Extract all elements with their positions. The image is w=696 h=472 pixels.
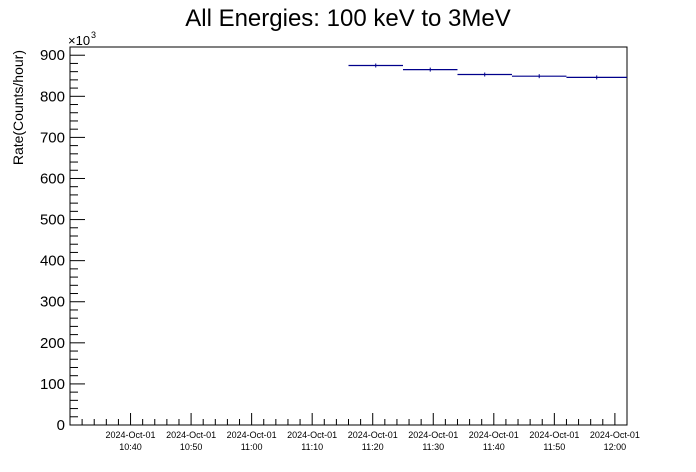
x-axis: 2024-Oct-01 10:40 2024-Oct-01 10:50 2024-Oct… <box>69 413 640 452</box>
y-axis: 0 100 200 300 400 500 600 700 800 900 <box>40 46 85 434</box>
x-tick-date-label: 2024-Oct-01 <box>348 430 398 440</box>
x-tick-time-label: 11:00 <box>241 442 263 452</box>
y-axis-multiplier: ×10 <box>68 33 90 48</box>
y-axis-label: Rate(Counts/hour) <box>10 50 26 165</box>
chart-title: All Energies: 100 keV to 3MeV <box>185 5 511 32</box>
x-tick-date-label: 2024-Oct-01 <box>227 430 277 440</box>
x-tick-time-label: 11:10 <box>301 442 323 452</box>
x-tick-date-label: 2024-Oct-01 <box>106 430 156 440</box>
x-tick-date-label: 2024-Oct-01 <box>529 430 579 440</box>
y-tick-label: 100 <box>40 376 65 393</box>
x-tick-date-label: 2024-Oct-01 <box>287 430 337 440</box>
y-tick-label: 900 <box>40 47 65 64</box>
y-tick-label: 500 <box>40 212 65 229</box>
x-tick-time-label: 12:00 <box>604 442 627 452</box>
y-tick-label: 0 <box>57 417 65 434</box>
y-tick-label: 700 <box>40 129 65 146</box>
x-tick-time-label: 11:50 <box>543 442 565 452</box>
x-tick-time-label: 11:40 <box>483 442 505 452</box>
x-tick-time-label: 11:20 <box>362 442 384 452</box>
y-tick-label: 800 <box>40 88 65 105</box>
x-tick-date-label: 2024-Oct-01 <box>469 430 519 440</box>
plot-frame <box>69 46 628 426</box>
x-tick-time-label: 10:50 <box>180 442 203 452</box>
y-tick-label: 600 <box>40 170 65 187</box>
y-tick-label: 200 <box>40 335 65 352</box>
y-tick-label: 400 <box>40 253 65 270</box>
y-axis-multiplier-exponent: 3 <box>91 30 96 40</box>
data-series <box>348 63 627 80</box>
x-tick-date-label: 2024-Oct-01 <box>408 430 458 440</box>
x-tick-date-label: 2024-Oct-01 <box>590 430 640 440</box>
y-tick-label: 300 <box>40 294 65 311</box>
x-tick-time-label: 11:30 <box>422 442 444 452</box>
x-tick-date-label: 2024-Oct-01 <box>166 430 216 440</box>
x-tick-time-label: 10:40 <box>119 442 142 452</box>
